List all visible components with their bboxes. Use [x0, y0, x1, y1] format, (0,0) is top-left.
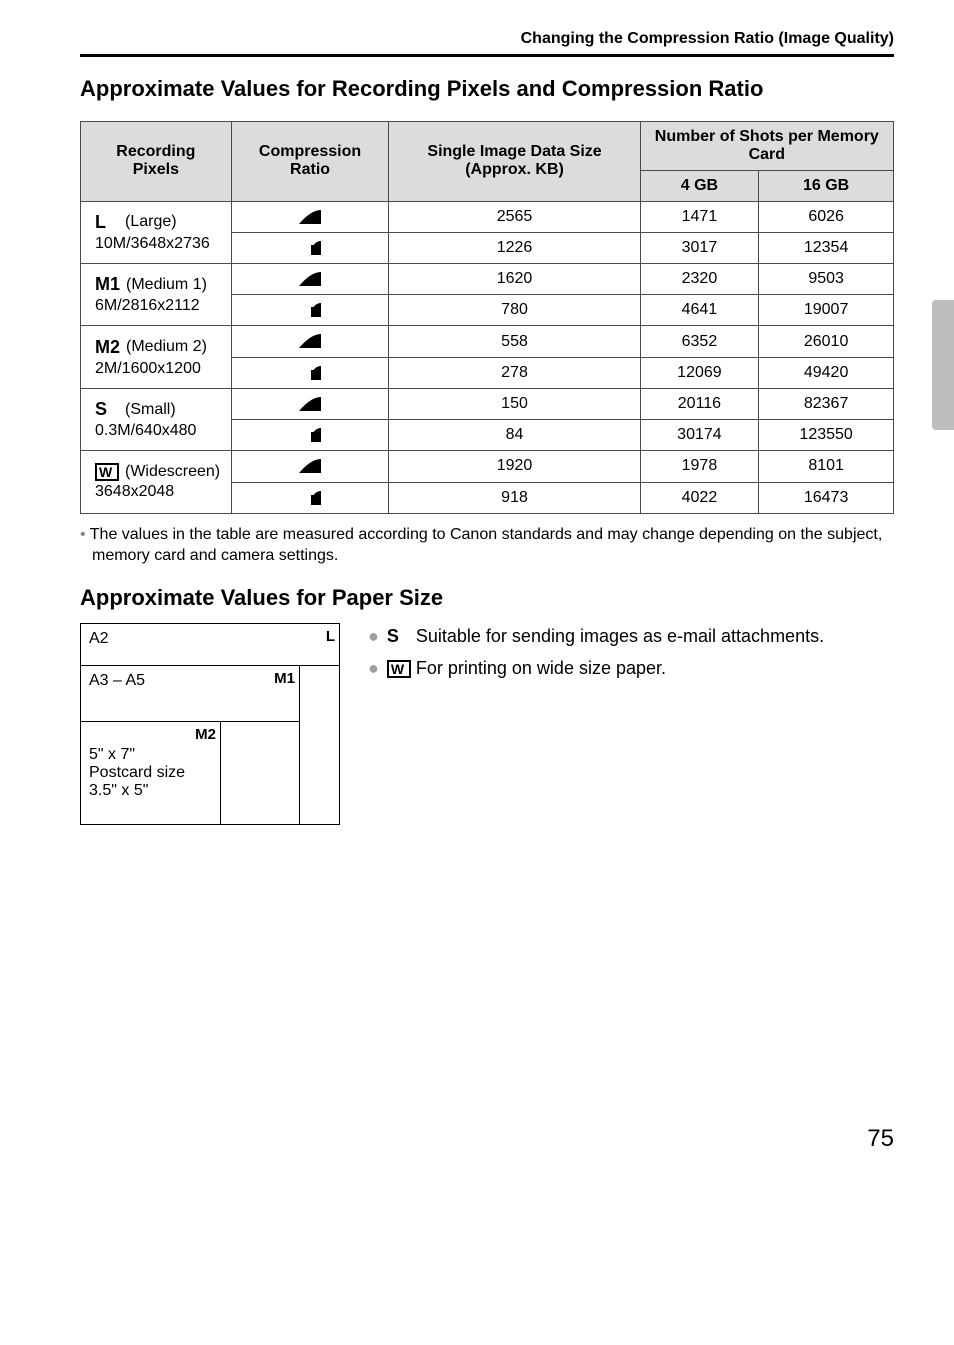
glyph-w-icon: W: [387, 660, 411, 678]
data-cell: 780: [389, 295, 640, 326]
page-number: 75: [80, 1125, 894, 1153]
data-cell: 12354: [759, 232, 894, 263]
paper-a2: A2: [89, 630, 109, 647]
divider: [80, 54, 894, 57]
data-cell: 19007: [759, 295, 894, 326]
compression-normal-icon: [231, 232, 389, 263]
data-cell: 8101: [759, 451, 894, 482]
data-cell: 4641: [640, 295, 759, 326]
compression-normal-icon: [231, 295, 389, 326]
compression-normal-icon: [231, 357, 389, 388]
table-footnote: The values in the table are measured acc…: [80, 524, 894, 567]
data-cell: 6026: [759, 201, 894, 232]
bullet-dot-icon: ●: [368, 655, 379, 681]
th-16gb: 16 GB: [759, 170, 894, 201]
bullet-dot-icon: ●: [368, 623, 379, 649]
breadcrumb: Changing the Compression Ratio (Image Qu…: [80, 30, 894, 48]
data-cell: 558: [389, 326, 640, 357]
th-recording-pixels: Recording Pixels: [81, 121, 232, 201]
compression-fine-icon: [231, 201, 389, 232]
paper-a3a5: A3 – A5: [89, 672, 145, 689]
data-cell: 26010: [759, 326, 894, 357]
th-compression-ratio: Compression Ratio: [231, 121, 389, 201]
data-cell: 1620: [389, 263, 640, 294]
compression-fine-icon: [231, 326, 389, 357]
recording-table: Recording Pixels Compression Ratio Singl…: [80, 121, 894, 514]
paper-tag-m1: M1: [274, 670, 295, 687]
compression-normal-icon: [231, 482, 389, 513]
paper-size-diagram: A2 L A3 – A5 M1 5" x 7" Postcard size 3.…: [80, 623, 340, 825]
paper-bullets: ● S Suitable for sending images as e-mai…: [368, 623, 894, 687]
data-cell: 49420: [759, 357, 894, 388]
data-cell: 150: [389, 388, 640, 419]
pixel-cell: S (Small)0.3M/640x480: [81, 388, 232, 450]
pixel-cell: L (Large)10M/3648x2736: [81, 201, 232, 263]
bullet-2-text: For printing on wide size paper.: [411, 658, 666, 678]
compression-normal-icon: [231, 420, 389, 451]
compression-fine-icon: [231, 263, 389, 294]
data-cell: 82367: [759, 388, 894, 419]
section-title-1: Approximate Values for Recording Pixels …: [80, 75, 894, 103]
data-cell: 30174: [640, 420, 759, 451]
th-single-image: Single Image Data Size (Approx. KB): [389, 121, 640, 201]
data-cell: 16473: [759, 482, 894, 513]
compression-fine-icon: [231, 451, 389, 482]
paper-tag-l: L: [326, 628, 335, 645]
data-cell: 1978: [640, 451, 759, 482]
side-tab: [932, 300, 954, 430]
data-cell: 1471: [640, 201, 759, 232]
paper-tag-m2: M2: [195, 726, 216, 743]
data-cell: 20116: [640, 388, 759, 419]
data-cell: 1920: [389, 451, 640, 482]
compression-fine-icon: [231, 388, 389, 419]
data-cell: 9503: [759, 263, 894, 294]
pixel-cell: W (Widescreen)3648x2048: [81, 451, 232, 513]
pixel-cell: M1 (Medium 1)6M/2816x2112: [81, 263, 232, 325]
th-shots: Number of Shots per Memory Card: [640, 121, 893, 170]
data-cell: 3017: [640, 232, 759, 263]
th-4gb: 4 GB: [640, 170, 759, 201]
pixel-cell: M2 (Medium 2)2M/1600x1200: [81, 326, 232, 388]
data-cell: 6352: [640, 326, 759, 357]
data-cell: 12069: [640, 357, 759, 388]
paper-small: 5" x 7" Postcard size 3.5" x 5": [89, 746, 185, 799]
section-title-2: Approximate Values for Paper Size: [80, 585, 894, 611]
data-cell: 123550: [759, 420, 894, 451]
data-cell: 84: [389, 420, 640, 451]
data-cell: 278: [389, 357, 640, 388]
data-cell: 918: [389, 482, 640, 513]
data-cell: 1226: [389, 232, 640, 263]
data-cell: 2565: [389, 201, 640, 232]
data-cell: 2320: [640, 263, 759, 294]
data-cell: 4022: [640, 482, 759, 513]
bullet-1-text: Suitable for sending images as e-mail at…: [411, 626, 824, 646]
glyph-s-icon: S: [387, 623, 411, 649]
